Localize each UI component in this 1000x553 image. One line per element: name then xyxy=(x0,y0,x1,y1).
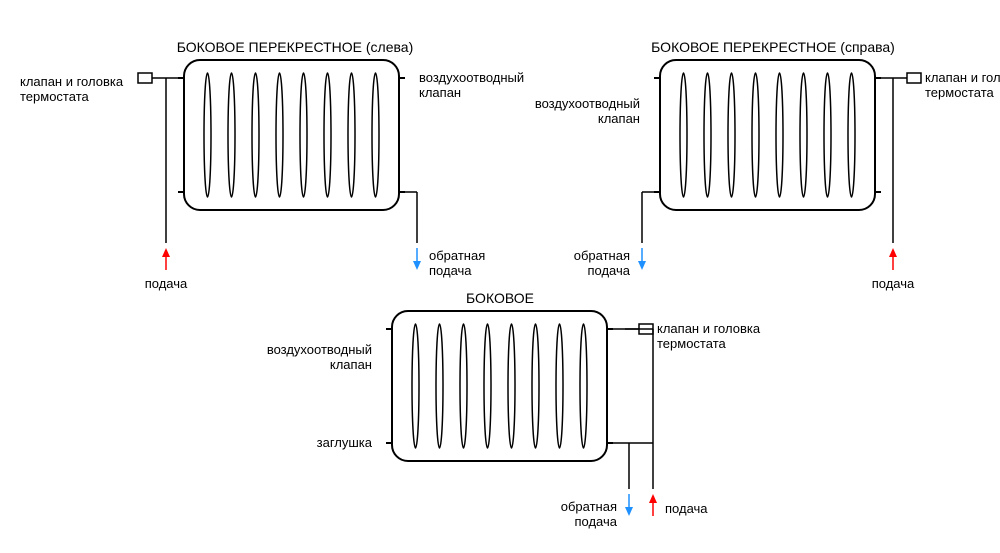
svg-text:клапан и головкатермостата: клапан и головкатермостата xyxy=(20,74,124,104)
svg-text:клапан и головкатермостата: клапан и головкатермостата xyxy=(657,321,761,351)
svg-text:обратнаяподача: обратнаяподача xyxy=(574,248,631,278)
svg-text:БОКОВОЕ ПЕРЕКРЕСТНОЕ (слева): БОКОВОЕ ПЕРЕКРЕСТНОЕ (слева) xyxy=(177,39,413,55)
svg-text:БОКОВОЕ ПЕРЕКРЕСТНОЕ (справа): БОКОВОЕ ПЕРЕКРЕСТНОЕ (справа) xyxy=(651,39,895,55)
svg-text:подача: подача xyxy=(872,276,915,291)
svg-text:подача: подача xyxy=(145,276,188,291)
svg-text:клапан и головкатермостата: клапан и головкатермостата xyxy=(925,70,1000,100)
svg-text:подача: подача xyxy=(665,501,708,516)
svg-text:воздухоотводныйклапан: воздухоотводныйклапан xyxy=(267,342,372,372)
svg-text:обратнаяподача: обратнаяподача xyxy=(429,248,485,278)
svg-text:БОКОВОЕ: БОКОВОЕ xyxy=(466,290,534,306)
svg-text:воздухоотводныйклапан: воздухоотводныйклапан xyxy=(535,96,640,126)
svg-text:воздухоотводныйклапан: воздухоотводныйклапан xyxy=(419,70,524,100)
diagram-canvas: БОКОВОЕ ПЕРЕКРЕСТНОЕ (слева) подача клапан… xyxy=(0,0,1000,553)
svg-text:обратнаяподача: обратнаяподача xyxy=(561,499,618,529)
svg-text:заглушка: заглушка xyxy=(317,435,373,450)
